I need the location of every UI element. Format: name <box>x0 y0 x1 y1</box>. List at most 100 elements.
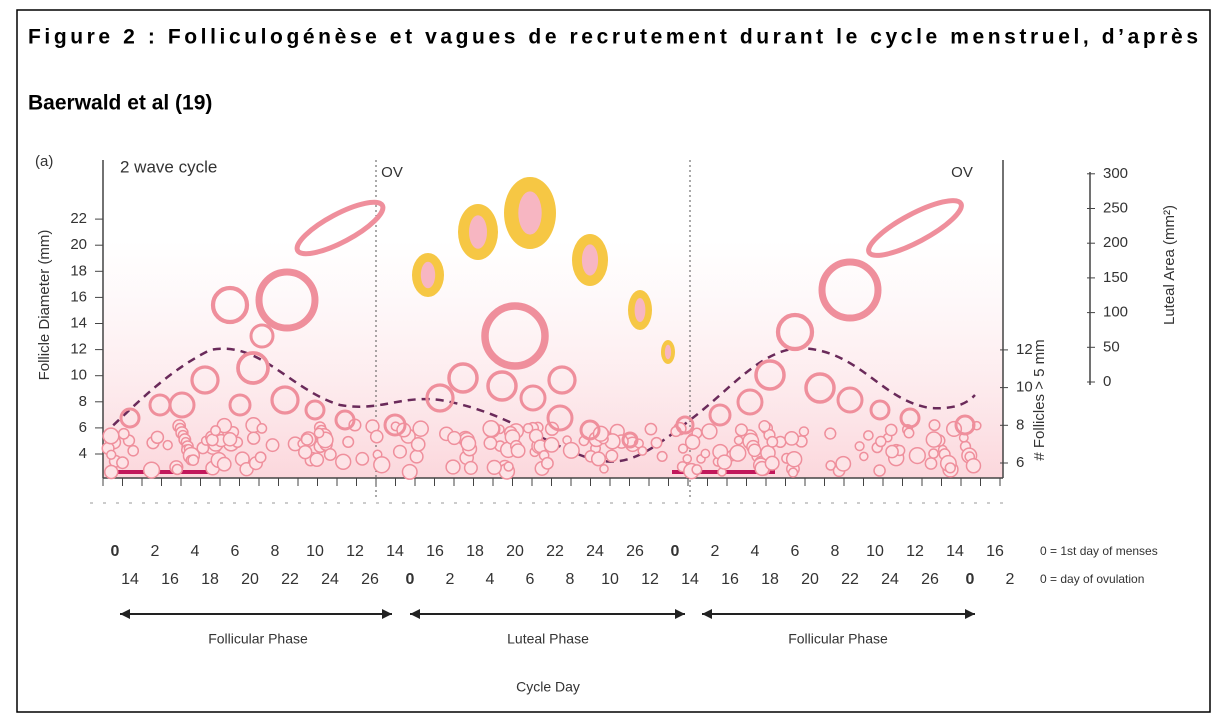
follicle <box>410 437 426 452</box>
day-label: 18 <box>761 571 779 588</box>
corpus-luteum-core <box>634 298 646 322</box>
tick-label: 200 <box>1103 234 1128 251</box>
day-label: 20 <box>241 571 259 588</box>
follicle <box>866 198 964 258</box>
tick-label: 14 <box>70 314 87 331</box>
tick-label: 8 <box>79 393 87 410</box>
follicle <box>270 385 300 415</box>
follicle <box>256 422 268 434</box>
corpus-luteum-core <box>518 191 542 235</box>
follicle <box>903 427 915 439</box>
follicle <box>323 448 337 462</box>
day-label: 2 <box>151 543 160 560</box>
day-label: 16 <box>426 543 444 560</box>
follicle <box>546 404 574 432</box>
day-label: 22 <box>841 571 859 588</box>
tick-label: 16 <box>70 288 87 305</box>
tick-label: 150 <box>1103 269 1128 286</box>
follicle <box>304 399 326 421</box>
follicle <box>736 388 764 416</box>
follicle <box>503 461 514 472</box>
legend-entry: 0 = day of ovulation <box>1040 572 1144 586</box>
day-label: 6 <box>791 543 800 560</box>
follicle <box>300 433 314 446</box>
follicle <box>412 420 429 437</box>
ov-label: OV <box>951 164 973 181</box>
corpus-luteum-core <box>581 244 599 276</box>
follicle <box>334 409 356 431</box>
follicle <box>116 456 130 470</box>
day-label: 22 <box>281 571 299 588</box>
follicle <box>463 460 478 475</box>
tick-label: 10 <box>1016 379 1033 396</box>
caption-line: Baerwald et al (19) <box>28 92 212 115</box>
follicle <box>656 450 668 462</box>
subtitle: 2 wave cycle <box>120 157 217 176</box>
follicle <box>168 391 196 419</box>
follicle <box>684 434 701 450</box>
follicle <box>945 420 963 438</box>
follicle <box>928 419 941 432</box>
follicle <box>119 407 141 429</box>
day-label: 6 <box>231 543 240 560</box>
follicle <box>758 420 771 433</box>
follicle <box>447 362 479 394</box>
follicle <box>445 459 461 475</box>
axis-label: Follicle Diameter (mm) <box>36 230 53 381</box>
follicle <box>899 407 921 429</box>
follicle <box>875 435 887 448</box>
follicle <box>309 452 325 467</box>
tick-label: 10 <box>70 367 87 384</box>
follicle <box>708 403 732 427</box>
follicle <box>265 438 280 453</box>
day-label: 14 <box>121 571 139 588</box>
x-label: Cycle Day <box>516 679 580 695</box>
follicle <box>102 427 120 445</box>
corpus-luteum-core <box>420 261 436 289</box>
follicle <box>863 430 874 441</box>
follicle <box>785 450 803 468</box>
follicle <box>216 456 232 472</box>
day-label: 0 <box>966 571 975 588</box>
follicle <box>824 427 837 440</box>
follicle <box>210 285 250 325</box>
axis-label: Luteal Area (mm²) <box>1161 205 1178 325</box>
follicle <box>162 439 173 451</box>
follicle <box>401 463 418 480</box>
follicle <box>409 449 424 464</box>
follicle <box>522 422 534 434</box>
tick-label: 6 <box>79 419 87 436</box>
follicle <box>764 455 780 471</box>
day-label: 8 <box>831 543 840 560</box>
follicle <box>294 199 386 257</box>
follicle <box>818 258 882 322</box>
follicle <box>486 459 502 475</box>
follicle <box>869 399 891 421</box>
day-label: 0 <box>111 543 120 560</box>
day-label: 4 <box>191 543 200 560</box>
day-label: 12 <box>346 543 364 560</box>
tick-label: 22 <box>70 210 87 227</box>
day-label: 20 <box>801 571 819 588</box>
follicle <box>460 435 477 452</box>
follicle <box>766 435 779 448</box>
tick-label: 250 <box>1103 199 1128 216</box>
follicle <box>747 443 762 458</box>
follicle <box>804 372 836 404</box>
follicle <box>682 454 693 464</box>
follicle <box>592 425 609 442</box>
follicle <box>236 351 270 385</box>
follicle <box>313 427 325 439</box>
day-label: 14 <box>946 543 964 560</box>
follicle <box>540 456 554 470</box>
follicle <box>228 393 252 417</box>
day-label: 8 <box>566 571 575 588</box>
follicle <box>298 444 313 460</box>
day-label: 20 <box>506 543 524 560</box>
follicle <box>954 414 976 436</box>
follicle <box>677 443 689 454</box>
day-label: 2 <box>711 543 720 560</box>
follicle <box>734 423 748 437</box>
follicle <box>562 441 580 459</box>
follicle <box>784 430 800 446</box>
